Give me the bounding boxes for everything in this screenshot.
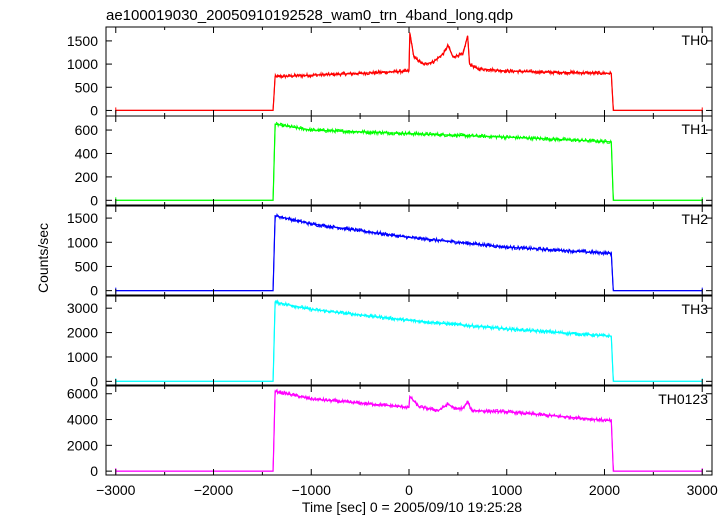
panel-th3: 0 1000 2000 3000 TH3 — [67, 295, 713, 389]
y-tick-label: 2000 — [67, 325, 98, 341]
y-tick-label: 0 — [90, 102, 98, 118]
x-tick-label: −2000 — [194, 482, 234, 498]
x-tick-label: 1000 — [491, 482, 522, 498]
y-tick-label: 1500 — [67, 33, 98, 49]
x-tick-label: 3000 — [687, 482, 718, 498]
y-tick-label: 0 — [90, 192, 98, 208]
y-tick-label: 1500 — [67, 210, 98, 226]
y-tick-label: 6000 — [67, 386, 98, 402]
x-tick-label: 0 — [405, 482, 413, 498]
panel-th2: 0 500 1000 1500 TH2 — [67, 205, 713, 299]
y-tick-label: 0 — [90, 283, 98, 299]
panel-label-th2: TH2 — [682, 211, 709, 227]
x-tick-label: −1000 — [292, 482, 332, 498]
panel-label-th3: TH3 — [682, 301, 709, 317]
y-tick-label: 4000 — [67, 412, 98, 428]
x-tick-labels: −3000 −2000 −1000 0 1000 2000 3000 — [96, 482, 718, 498]
panel-label-th0123: TH0123 — [658, 391, 708, 407]
panels-layer: 0 500 1000 1500 TH0 0 200 400 600 TH1 0 500 1000 1500… — [67, 26, 718, 498]
panel-label-th1: TH1 — [682, 121, 709, 137]
y-tick-label: 400 — [75, 145, 99, 161]
y-tick-label: 1000 — [67, 349, 98, 365]
y-tick-label: 3000 — [67, 300, 98, 316]
y-tick-label: 0 — [90, 463, 98, 479]
panel-th0: 0 500 1000 1500 TH0 — [67, 26, 713, 118]
panel-th1: 0 200 400 600 TH1 — [75, 115, 713, 208]
y-axis-label: Counts/sec — [35, 223, 51, 293]
x-tick-label: 2000 — [589, 482, 620, 498]
y-tick-label: 2000 — [67, 437, 98, 453]
y-tick-label: 500 — [75, 79, 99, 95]
y-tick-label: 500 — [75, 258, 99, 274]
y-tick-label: 1000 — [67, 234, 98, 250]
y-tick-label: 1000 — [67, 56, 98, 72]
y-tick-label: 200 — [75, 169, 99, 185]
x-tick-label: −3000 — [96, 482, 136, 498]
chart-title: ae100019030_20050910192528_wam0_trn_4ban… — [106, 7, 513, 24]
panel-label-th0: TH0 — [682, 32, 709, 48]
y-tick-label: 0 — [90, 373, 98, 389]
panel-th0123: 0 2000 4000 6000 TH0123 — [67, 385, 713, 479]
x-axis-label: Time [sec] 0 = 2005/09/10 19:25:28 — [302, 499, 522, 515]
y-tick-label: 600 — [75, 122, 99, 138]
